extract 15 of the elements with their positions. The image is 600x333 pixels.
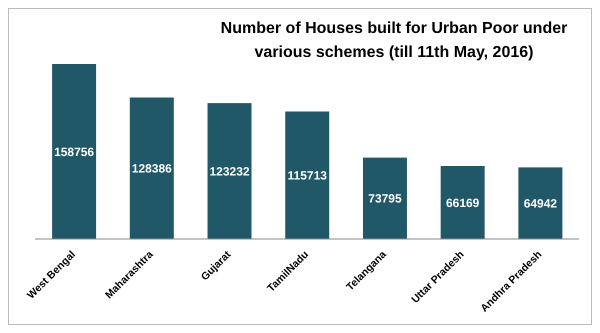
bar xyxy=(362,158,407,239)
bar xyxy=(208,103,252,239)
data-label: 73795 xyxy=(368,192,402,206)
data-label: 64942 xyxy=(524,196,558,210)
chart-title: Number of Houses built for Urban Poor under various schemes (till 11th May, 2016) xyxy=(220,19,568,63)
bar xyxy=(52,64,96,239)
bar xyxy=(130,97,174,239)
data-label: 115713 xyxy=(288,168,328,182)
bar xyxy=(518,167,562,239)
data-label: 158756 xyxy=(54,144,94,159)
data-label: 128386 xyxy=(132,162,172,176)
data-label: 123232 xyxy=(210,164,250,178)
bar xyxy=(285,111,330,239)
bar xyxy=(440,166,485,239)
data-label: 66169 xyxy=(446,196,480,210)
